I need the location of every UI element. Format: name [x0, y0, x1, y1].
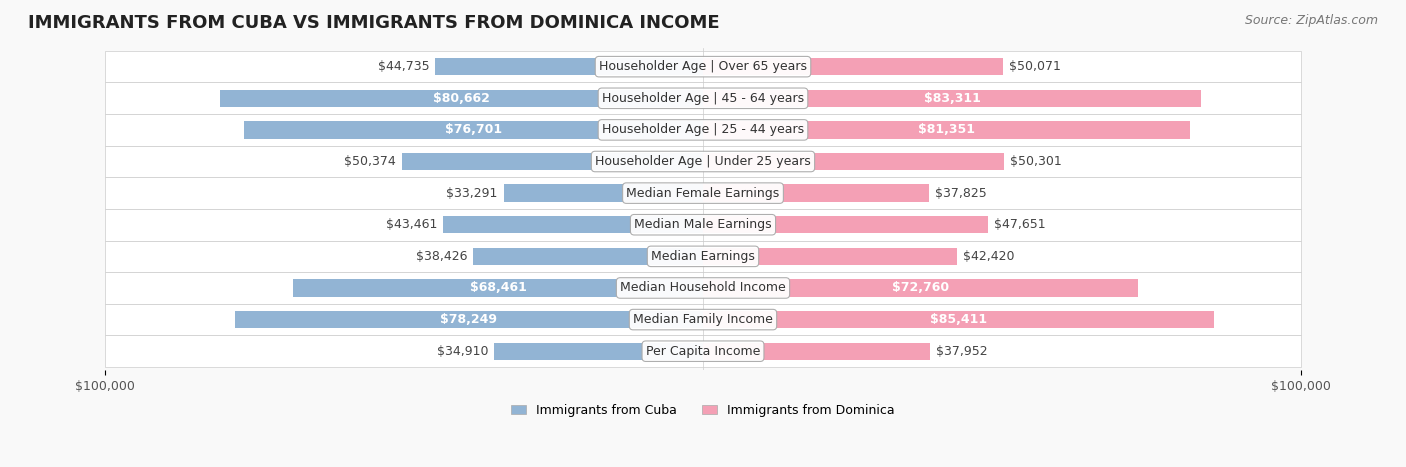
Bar — [703, 184, 929, 202]
Text: Median Family Income: Median Family Income — [633, 313, 773, 326]
Bar — [472, 248, 703, 265]
Text: $72,760: $72,760 — [891, 282, 949, 295]
Text: Householder Age | 45 - 64 years: Householder Age | 45 - 64 years — [602, 92, 804, 105]
Text: $68,461: $68,461 — [470, 282, 527, 295]
Bar — [436, 58, 703, 75]
Bar — [703, 311, 1213, 328]
Bar — [104, 209, 1302, 241]
Legend: Immigrants from Cuba, Immigrants from Dominica: Immigrants from Cuba, Immigrants from Do… — [506, 399, 900, 422]
Text: $44,735: $44,735 — [378, 60, 429, 73]
Bar — [703, 90, 1201, 107]
Bar — [104, 177, 1302, 209]
Bar — [104, 146, 1302, 177]
Text: Householder Age | Over 65 years: Householder Age | Over 65 years — [599, 60, 807, 73]
Bar — [104, 241, 1302, 272]
Text: $78,249: $78,249 — [440, 313, 498, 326]
Text: $38,426: $38,426 — [416, 250, 467, 263]
Bar — [104, 272, 1302, 304]
Text: $37,825: $37,825 — [935, 187, 987, 199]
Text: Median Female Earnings: Median Female Earnings — [627, 187, 779, 199]
Text: $33,291: $33,291 — [447, 187, 498, 199]
Text: Source: ZipAtlas.com: Source: ZipAtlas.com — [1244, 14, 1378, 27]
Text: $85,411: $85,411 — [929, 313, 987, 326]
Text: $43,461: $43,461 — [385, 218, 437, 231]
Bar — [703, 216, 988, 234]
Bar — [294, 279, 703, 297]
Text: Householder Age | 25 - 44 years: Householder Age | 25 - 44 years — [602, 123, 804, 136]
Bar — [104, 114, 1302, 146]
Text: $34,910: $34,910 — [437, 345, 488, 358]
Text: $81,351: $81,351 — [918, 123, 974, 136]
Text: $37,952: $37,952 — [936, 345, 987, 358]
Text: $50,071: $50,071 — [1008, 60, 1060, 73]
Text: Median Male Earnings: Median Male Earnings — [634, 218, 772, 231]
Bar — [104, 335, 1302, 367]
Bar — [104, 304, 1302, 335]
Bar — [402, 153, 703, 170]
Text: IMMIGRANTS FROM CUBA VS IMMIGRANTS FROM DOMINICA INCOME: IMMIGRANTS FROM CUBA VS IMMIGRANTS FROM … — [28, 14, 720, 32]
Bar — [703, 58, 1002, 75]
Bar — [494, 342, 703, 360]
Bar — [221, 90, 703, 107]
Text: $83,311: $83,311 — [924, 92, 980, 105]
Bar — [443, 216, 703, 234]
Bar — [104, 83, 1302, 114]
Text: $80,662: $80,662 — [433, 92, 491, 105]
Bar — [703, 121, 1189, 139]
Bar — [703, 279, 1139, 297]
Text: Householder Age | Under 25 years: Householder Age | Under 25 years — [595, 155, 811, 168]
Text: Per Capita Income: Per Capita Income — [645, 345, 761, 358]
Bar — [104, 51, 1302, 83]
Text: $47,651: $47,651 — [994, 218, 1046, 231]
Bar — [703, 342, 929, 360]
Bar — [245, 121, 703, 139]
Text: $42,420: $42,420 — [963, 250, 1014, 263]
Text: $50,374: $50,374 — [344, 155, 395, 168]
Bar — [235, 311, 703, 328]
Text: Median Earnings: Median Earnings — [651, 250, 755, 263]
Bar — [703, 248, 956, 265]
Bar — [503, 184, 703, 202]
Text: $76,701: $76,701 — [446, 123, 502, 136]
Bar — [703, 153, 1004, 170]
Text: $50,301: $50,301 — [1010, 155, 1062, 168]
Text: Median Household Income: Median Household Income — [620, 282, 786, 295]
